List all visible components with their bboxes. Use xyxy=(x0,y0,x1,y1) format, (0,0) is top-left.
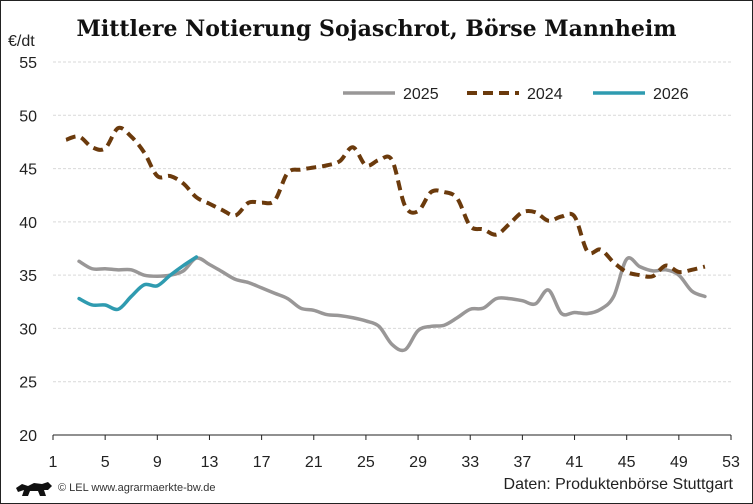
x-tick-label: 37 xyxy=(513,454,531,471)
legend-label-2024: 2024 xyxy=(527,86,563,103)
series-line-2026 xyxy=(77,255,199,312)
chart-title: Mittlere Notierung Sojaschrot, Börse Man… xyxy=(76,16,677,42)
x-tick-label: 45 xyxy=(618,454,636,471)
copyright-text: © LEL www.agrarmaerkte-bw.de xyxy=(58,482,216,494)
x-tick-label: 29 xyxy=(409,454,427,471)
x-tick-label: 49 xyxy=(670,454,688,471)
y-tick-label: 25 xyxy=(19,375,37,392)
x-tick-label: 25 xyxy=(357,454,375,471)
series-line-2025 xyxy=(77,256,707,353)
series-line-2024 xyxy=(65,125,706,279)
x-tick-label: 41 xyxy=(566,454,584,471)
source-text: Daten: Produktenbörse Stuttgart xyxy=(503,476,733,493)
x-tick-label: 17 xyxy=(253,454,271,471)
y-tick-label: 55 xyxy=(19,55,37,72)
x-tick-label: 1 xyxy=(49,454,58,471)
x-tick-label: 5 xyxy=(101,454,110,471)
x-tick-label: 21 xyxy=(305,454,323,471)
y-tick-label: 35 xyxy=(19,268,37,285)
y-tick-label: 30 xyxy=(19,321,37,338)
x-tick-label: 53 xyxy=(722,454,740,471)
x-tick-label: 9 xyxy=(153,454,162,471)
y-tick-label: 45 xyxy=(19,162,37,179)
lion-logo-icon xyxy=(16,482,52,496)
legend-label-2025: 2025 xyxy=(403,86,439,103)
y-tick-label: 20 xyxy=(19,428,37,445)
x-tick-label: 33 xyxy=(461,454,479,471)
x-tick-label: 13 xyxy=(201,454,219,471)
legend-label-2026: 2026 xyxy=(653,86,689,103)
y-tick-label: 50 xyxy=(19,108,37,125)
y-tick-label: 40 xyxy=(19,215,37,232)
y-axis-label: €/dt xyxy=(8,33,35,50)
